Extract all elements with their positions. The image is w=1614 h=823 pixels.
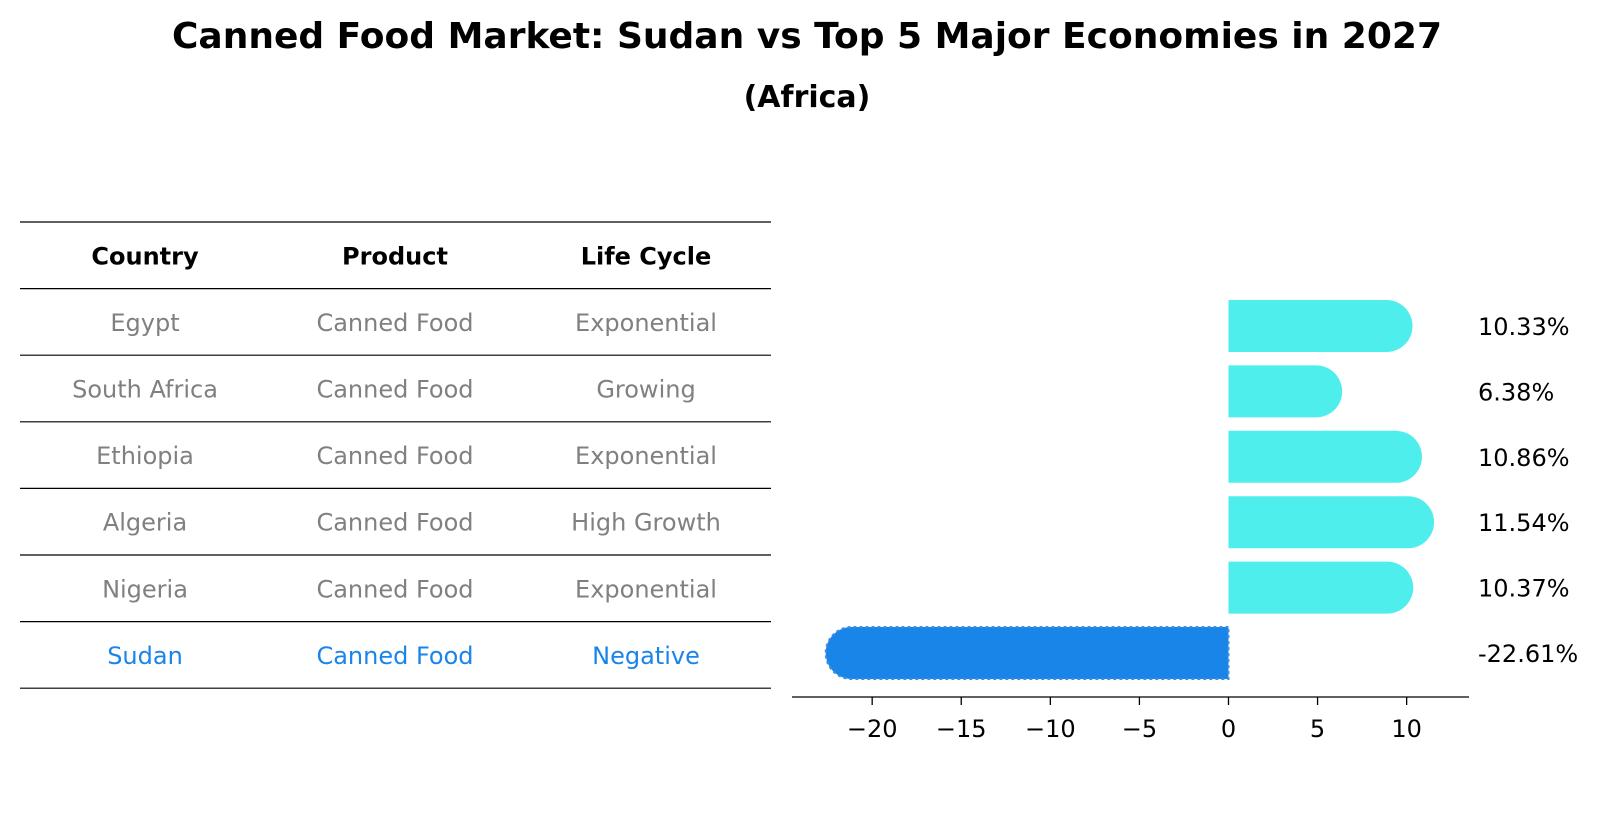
cell-country: South Africa xyxy=(72,376,218,404)
x-tick-label: −5 xyxy=(1122,715,1157,743)
cell-life-cycle: Negative xyxy=(592,642,700,670)
cell-product: Canned Food xyxy=(316,376,473,404)
bar-nigeria xyxy=(1228,561,1414,614)
cell-country: Nigeria xyxy=(102,575,188,603)
x-tick-label: 5 xyxy=(1310,715,1325,743)
table-row: Egypt Canned Food Exponential xyxy=(110,309,717,337)
bar-south-africa xyxy=(1228,365,1343,418)
data-label: 11.54% xyxy=(1478,509,1570,537)
bar-sudan xyxy=(824,626,1230,680)
cell-country: Sudan xyxy=(107,642,183,670)
header-country: Country xyxy=(91,242,199,270)
cell-product: Canned Food xyxy=(316,642,473,670)
chart-subtitle: (Africa) xyxy=(743,80,871,115)
cell-product: Canned Food xyxy=(316,575,473,603)
header-product: Product xyxy=(342,242,448,270)
table-row: Sudan Canned Food Negative xyxy=(107,642,700,670)
table-row: Algeria Canned Food High Growth xyxy=(103,509,721,537)
table-row: Nigeria Canned Food Exponential xyxy=(102,575,717,603)
header-life-cycle: Life Cycle xyxy=(581,242,712,270)
chart-title: Canned Food Market: Sudan vs Top 5 Major… xyxy=(171,16,1443,57)
cell-life-cycle: Growing xyxy=(596,376,695,404)
cell-life-cycle: Exponential xyxy=(575,575,717,603)
cell-life-cycle: Exponential xyxy=(575,309,717,337)
bar-egypt xyxy=(1228,300,1413,352)
x-tick-label: −10 xyxy=(1025,715,1076,743)
data-label: 6.38% xyxy=(1478,378,1554,406)
x-tick-label: −15 xyxy=(936,715,987,743)
cell-life-cycle: Exponential xyxy=(575,442,717,470)
data-label: 10.86% xyxy=(1478,444,1570,472)
bar-algeria xyxy=(1228,496,1435,549)
data-table: Country Product Life Cycle Egypt Canned Food… xyxy=(20,221,771,689)
bar-chart: 10.33% 6.38% 10.86% 11.54% 10.37% -22.61% −20 −… xyxy=(792,300,1578,743)
bar-ethiopia xyxy=(1228,430,1422,483)
data-label: -22.61% xyxy=(1478,640,1578,668)
cell-life-cycle: High Growth xyxy=(571,509,721,537)
table-row: South Africa Canned Food Growing xyxy=(72,376,696,404)
cell-product: Canned Food xyxy=(316,509,473,537)
x-tick-label: −20 xyxy=(847,715,898,743)
cell-product: Canned Food xyxy=(316,309,473,337)
data-label: 10.33% xyxy=(1478,313,1570,341)
table-row: Ethiopia Canned Food Exponential xyxy=(96,442,717,470)
x-tick-label: 10 xyxy=(1391,715,1422,743)
cell-country: Egypt xyxy=(110,309,179,337)
data-label: 10.37% xyxy=(1478,575,1570,603)
cell-country: Ethiopia xyxy=(96,442,194,470)
cell-country: Algeria xyxy=(103,509,187,537)
x-tick-label: 0 xyxy=(1221,715,1236,743)
cell-product: Canned Food xyxy=(316,442,473,470)
